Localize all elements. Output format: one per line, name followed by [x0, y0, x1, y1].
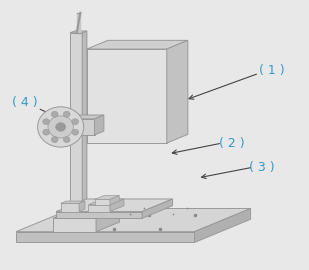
Text: ( 1 ): ( 1 ): [259, 64, 284, 77]
Circle shape: [51, 111, 58, 117]
Circle shape: [66, 119, 83, 134]
Circle shape: [48, 116, 73, 138]
Polygon shape: [167, 40, 188, 143]
Polygon shape: [95, 115, 104, 135]
Circle shape: [38, 107, 84, 147]
Circle shape: [51, 137, 58, 143]
Polygon shape: [56, 199, 173, 212]
Polygon shape: [70, 33, 82, 218]
Polygon shape: [87, 40, 188, 49]
Polygon shape: [53, 209, 120, 218]
Circle shape: [72, 129, 78, 135]
Polygon shape: [79, 201, 85, 212]
Polygon shape: [53, 218, 96, 232]
Polygon shape: [82, 31, 87, 218]
Polygon shape: [95, 195, 119, 200]
Polygon shape: [57, 115, 104, 119]
Polygon shape: [88, 205, 110, 212]
Text: ( 4 ): ( 4 ): [12, 96, 38, 109]
Polygon shape: [96, 209, 120, 232]
Polygon shape: [95, 200, 110, 205]
Polygon shape: [87, 49, 167, 143]
Polygon shape: [61, 201, 85, 204]
Polygon shape: [110, 199, 124, 212]
Polygon shape: [70, 31, 87, 33]
Polygon shape: [61, 204, 79, 212]
Polygon shape: [88, 199, 124, 205]
Polygon shape: [16, 208, 251, 232]
Text: ( 3 ): ( 3 ): [249, 161, 275, 174]
Circle shape: [43, 119, 49, 125]
Circle shape: [43, 129, 49, 135]
Circle shape: [63, 111, 70, 117]
Circle shape: [63, 137, 70, 143]
Polygon shape: [142, 199, 173, 218]
Polygon shape: [110, 195, 119, 205]
Polygon shape: [16, 232, 194, 242]
Polygon shape: [56, 212, 142, 218]
Text: ( 2 ): ( 2 ): [218, 137, 244, 150]
Polygon shape: [194, 208, 251, 242]
Circle shape: [72, 119, 78, 125]
Polygon shape: [57, 119, 95, 135]
Circle shape: [56, 123, 66, 131]
Polygon shape: [57, 119, 62, 134]
